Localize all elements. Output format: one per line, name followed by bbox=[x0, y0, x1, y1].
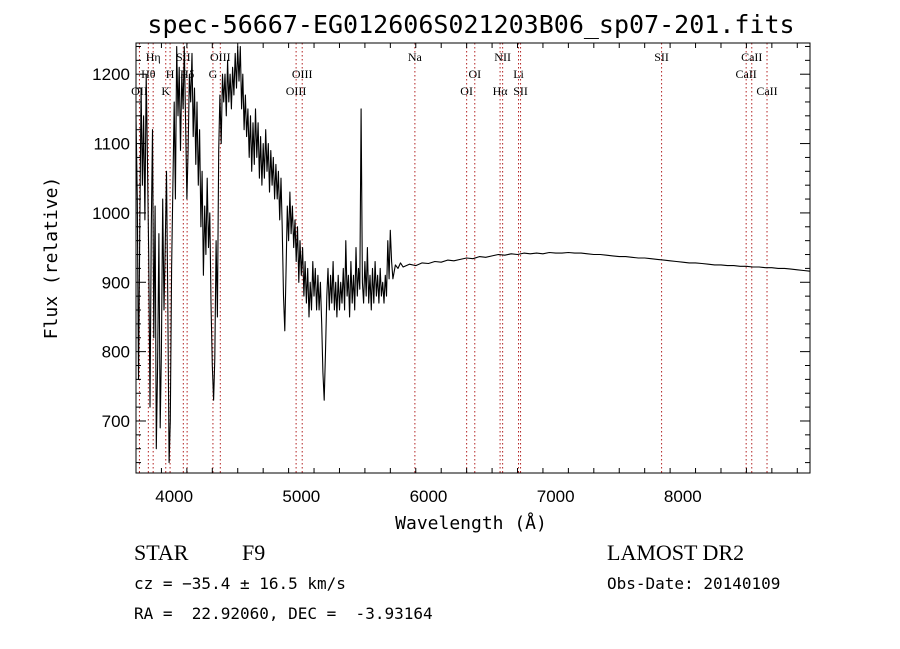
x-tick-label: 7000 bbox=[537, 487, 575, 506]
line-label-oi: OI bbox=[460, 84, 473, 98]
line-label-sii: SII bbox=[654, 50, 669, 64]
spectrum-series bbox=[135, 45, 811, 464]
y-tick-label: 900 bbox=[102, 273, 130, 292]
y-tick-label: 1100 bbox=[93, 135, 130, 154]
line-label-caii: CaII bbox=[756, 84, 777, 98]
line-label-caii: CaII bbox=[741, 50, 762, 64]
line-label-g: G bbox=[209, 67, 218, 81]
line-label-oiii: OIII bbox=[286, 84, 307, 98]
x-axis-label: Wavelength (Å) bbox=[395, 512, 547, 534]
x-tick-labels: 4000 5000 6000 7000 8000 bbox=[155, 487, 702, 506]
line-label-k: K bbox=[161, 84, 170, 98]
line-label-h: H bbox=[166, 67, 175, 81]
line-label-na: Na bbox=[408, 50, 423, 64]
y-tick-labels: 700 800 900 1000 1100 1200 bbox=[92, 65, 130, 431]
line-label-oiii: OIII bbox=[210, 50, 231, 64]
object-class: STAR bbox=[134, 540, 189, 565]
x-tick-label: 6000 bbox=[410, 487, 448, 506]
survey-name: LAMOST DR2 bbox=[607, 540, 745, 565]
axis-ticks bbox=[135, 43, 810, 473]
observation-date: Obs-Date: 20140109 bbox=[607, 574, 781, 593]
line-label-oiii: OIII bbox=[292, 67, 313, 81]
line-label-sii: SII bbox=[513, 84, 528, 98]
line-label-hα: Hα bbox=[493, 84, 509, 98]
plot-frame bbox=[135, 42, 811, 474]
line-label-oii: OII bbox=[131, 84, 148, 98]
y-axis-label: Flux (relative) bbox=[41, 177, 62, 340]
y-tick-label: 700 bbox=[102, 412, 130, 431]
y-tick-label: 1000 bbox=[92, 204, 130, 223]
y-tick-label: 800 bbox=[102, 343, 130, 362]
line-label-caii: CaII bbox=[735, 67, 756, 81]
line-label-nii: NII bbox=[494, 50, 511, 64]
spectral-line-markers bbox=[138, 43, 768, 473]
y-tick-label: 1200 bbox=[92, 65, 130, 84]
x-tick-label: 4000 bbox=[155, 487, 193, 506]
chart-title: spec-56667-EG012606S021203B06_sp07-201.f… bbox=[147, 10, 794, 39]
line-label-li: Li bbox=[513, 67, 524, 81]
sky-coordinates: RA = 22.92060, DEC = -3.93164 bbox=[134, 604, 433, 623]
object-subclass: F9 bbox=[242, 540, 266, 565]
redshift-value: cz = −35.4 ± 16.5 km/s bbox=[134, 574, 346, 593]
x-tick-label: 8000 bbox=[664, 487, 702, 506]
line-label-hθ: Hθ bbox=[141, 67, 156, 81]
line-label-oi: OI bbox=[468, 67, 481, 81]
line-label-hη: Hη bbox=[146, 50, 161, 64]
line-label-sii: SII bbox=[176, 50, 191, 64]
x-tick-label: 5000 bbox=[282, 487, 320, 506]
